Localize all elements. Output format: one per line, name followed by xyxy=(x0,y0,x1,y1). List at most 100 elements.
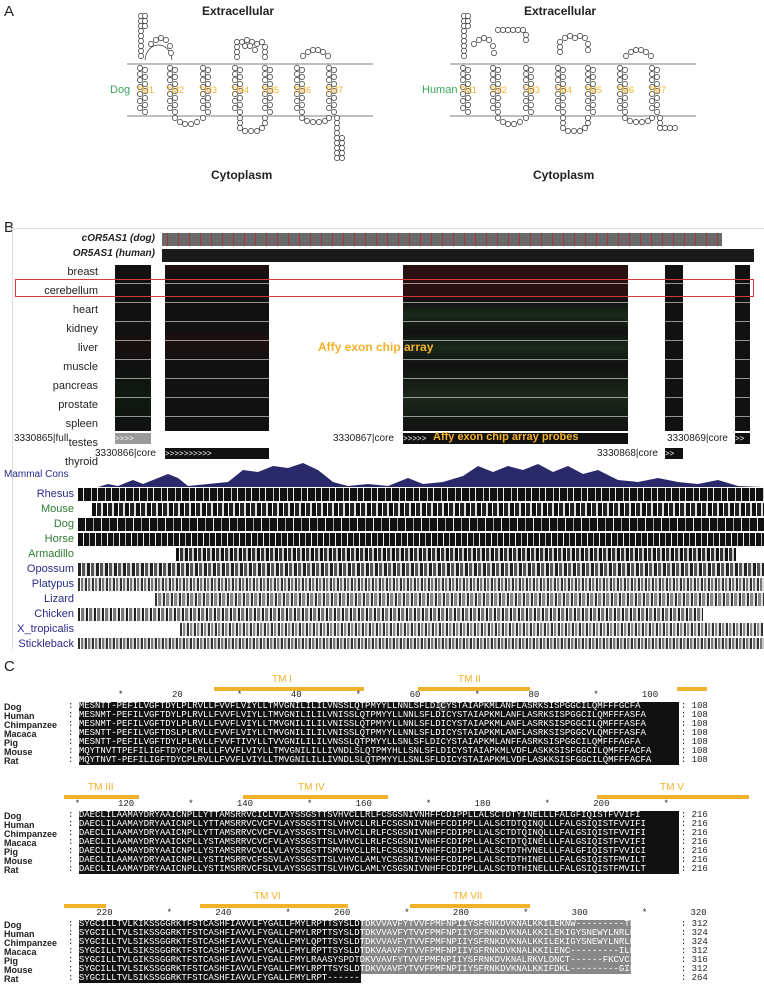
alignment-row: MESNMT-PEFILVGFTDYLPLRVLLFVVFLVIYLLTMVGN… xyxy=(78,711,679,720)
species-name: Chimpanzee xyxy=(4,720,58,730)
tissue-label: muscle xyxy=(63,361,98,373)
row-end: 108 xyxy=(691,701,708,711)
tissue-label: spleen xyxy=(65,418,98,430)
row-end: 108 xyxy=(691,746,708,756)
probe-label: 3330869|core xyxy=(667,433,728,444)
alignment-ruler: 220 * 240 * 260 * 280 * 300 * 320 xyxy=(64,908,707,918)
snake-plot-human: TM1 TM2 TM3 TM4 TM5 TM6 TM7 xyxy=(450,13,696,134)
species-label-mouse: Mouse xyxy=(40,503,74,515)
gene-track-dog xyxy=(162,233,722,246)
tissue-labels: breast cerebellum heart kidney liver mus… xyxy=(10,263,110,472)
tissue-label: testes xyxy=(68,437,98,449)
panel-b-frame xyxy=(12,228,764,649)
svg-text:TM4: TM4 xyxy=(554,85,572,95)
species-label-lizard: Lizard xyxy=(44,593,74,605)
row-end: 312 xyxy=(691,964,708,974)
probe-bar: >>>>> xyxy=(403,433,628,444)
species-name: Pig xyxy=(4,738,19,748)
species-track-horse xyxy=(78,533,764,546)
species-track-dog xyxy=(78,518,764,531)
row-end: 216 xyxy=(691,810,708,820)
probe-label: 3330867|core xyxy=(333,433,394,444)
gene-label-human: OR5AS1 (human) xyxy=(72,248,155,259)
svg-text:TM2: TM2 xyxy=(166,85,184,95)
n-terminus-beads xyxy=(138,13,148,59)
snake-plot-dog: TM1 TM2 TM3 TM4 TM5 TM6 TM7 xyxy=(127,13,373,161)
species-label-opossum: Opossum xyxy=(26,563,74,575)
panel-a-letter: A xyxy=(4,3,15,20)
alignment-row: DAECLILAAMAYDRYAAICNPLLYTTAMSRRVCVCFVLAY… xyxy=(78,829,679,838)
tm-label: TM III xyxy=(88,782,114,793)
alignment-row: DAECLILAAMAYDRYAAICNPLLYSTAMSRRVCVCLVLAY… xyxy=(78,847,679,856)
tissue-label-cerebellum: cerebellum xyxy=(44,285,98,297)
panel-c-letter: C xyxy=(4,658,15,675)
tm-bar xyxy=(64,904,106,908)
cons-label: Mammal Cons xyxy=(4,469,69,480)
probe-label: 3330868|core xyxy=(597,448,658,459)
alignment-row: MESNTT-PEFILVGFTDYLPLRVLLFVVFTIVYLLTVVGN… xyxy=(78,738,679,747)
alignment-row: MESNTT-PEFILVGFTDSLPLRVLLFVVFLVIYLLTMVGN… xyxy=(78,729,679,738)
array-label: Affy exon chip array xyxy=(318,340,434,354)
species-track-stickleback xyxy=(78,638,764,649)
species-track-chicken xyxy=(78,608,703,621)
svg-text:TM1: TM1 xyxy=(136,85,154,95)
tissue-label: breast xyxy=(67,266,98,278)
panel-b-letter: B xyxy=(4,219,15,236)
alignment-row: SYGCILLTVLKIKSSGGRKTFSTCASHFIAVVLFYGALLF… xyxy=(78,920,679,929)
probe-bar: >> xyxy=(665,448,683,459)
alignment-block-1: Dog: MESNTT-PEFILVGFTDYLPLRVLLFVVFLVIYLL… xyxy=(4,701,708,767)
row-end: 324 xyxy=(691,928,708,938)
species-name: Macaca xyxy=(4,947,37,957)
species-name: Dog xyxy=(4,920,22,930)
cerebellum-highlight xyxy=(15,279,754,297)
tissue-label: prostate xyxy=(58,399,98,411)
row-end: 108 xyxy=(691,719,708,729)
species-name: Human xyxy=(4,929,35,939)
panel-a-left-species: Dog xyxy=(110,84,131,96)
tissue-label: thyroid xyxy=(64,456,98,468)
alignment-row: DAECLILAAMAYDRYAAICNPLLYSTIMSRRVCFSSVLAY… xyxy=(78,856,679,865)
svg-text:TM3: TM3 xyxy=(199,85,217,95)
species-name: Chimpanzee xyxy=(4,938,58,948)
species-name: Rat xyxy=(4,865,19,875)
species-name: Mouse xyxy=(4,965,33,975)
row-end: 108 xyxy=(691,728,708,738)
species-name: Human xyxy=(4,820,35,830)
tm-label: TM I xyxy=(272,674,292,685)
row-end: 108 xyxy=(691,755,708,765)
alignment-ruler: * 20 * 40 * 60 * 80 * 100 xyxy=(64,690,659,700)
tissue-grid xyxy=(100,265,754,431)
alignment-row: MQYTNVT-PEFILIGFTDYCPLRVLLFVVFLVIYLLTMVG… xyxy=(78,756,679,765)
alignment-row: DAECLILAAMAYDRYAAICNPLLYTTAMSRRVCVCFVLAY… xyxy=(78,820,679,829)
species-label-dog: Dog xyxy=(53,518,74,530)
alignment-row: MESNTT-PEFILVGFTDYLPLRVLLFVVFLVIYLLTMVGN… xyxy=(78,702,679,711)
species-label-xtropicalis: X_tropicalis xyxy=(17,623,74,635)
row-end: 316 xyxy=(691,955,708,965)
alignment-row: DAECLILAAMAYDRYAAICNPLLYTTAMSRRVCICLVLAY… xyxy=(78,811,679,820)
alignment-row: SYGCILLTVLGIKSSGGRKTFSTCASHFIAVVLFYGALLF… xyxy=(78,956,679,965)
svg-text:TM5: TM5 xyxy=(261,85,279,95)
species-track-opossum xyxy=(78,563,764,576)
species-track-mouse xyxy=(92,503,764,516)
species-name: Dog xyxy=(4,702,22,712)
tm-bar xyxy=(200,904,348,908)
row-end: 216 xyxy=(691,819,708,829)
tm-bar xyxy=(677,687,707,691)
alignment-row: MESNMT-PEFILVGFTDYLPLRVLLFVVFLVIYLLTMVGN… xyxy=(78,720,679,729)
row-end: 216 xyxy=(691,828,708,838)
species-name: Macaca xyxy=(4,838,37,848)
panel-a-right-top-label: Extracellular xyxy=(524,4,597,18)
species-name: Mouse xyxy=(4,856,33,866)
svg-text:TM7: TM7 xyxy=(648,85,666,95)
svg-text:TM7: TM7 xyxy=(325,85,343,95)
alignment-row: SYGCILLTVLSIKSSGGRKTFSTCASHFIAVVLFYGALLF… xyxy=(78,965,679,974)
mammal-cons-track xyxy=(78,463,764,487)
svg-text:TM1: TM1 xyxy=(459,85,477,95)
species-label-horse: Horse xyxy=(44,533,74,545)
species-label-platypus: Platypus xyxy=(31,578,74,590)
species-name: Pig xyxy=(4,956,19,966)
probe-track-label: Affy exon chip array probes xyxy=(433,431,579,443)
svg-text:TM5: TM5 xyxy=(584,85,602,95)
alignment-block-3: Dog: SYGCILLTVLKIKSSGGRKTFSTCASHFIAVVLFY… xyxy=(4,919,708,985)
row-end: 216 xyxy=(691,837,708,847)
